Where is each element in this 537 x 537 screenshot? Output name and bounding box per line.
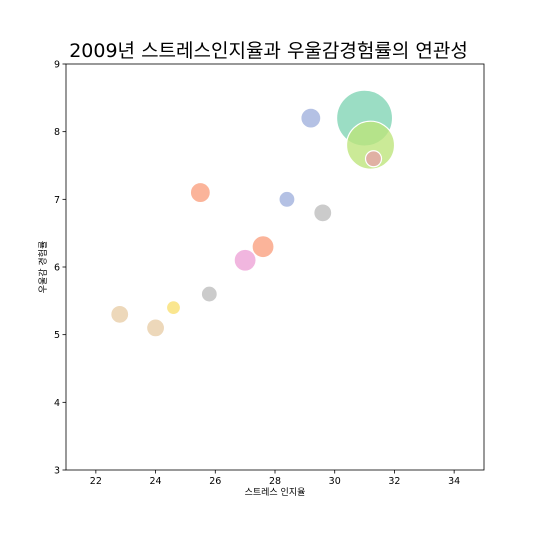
x-tick-label: 34 (448, 476, 460, 487)
chart-title: 2009년 스트레스인지율과 우울감경험률의 연관성 (69, 40, 468, 62)
scatter-point (278, 190, 296, 208)
x-tick-label: 30 (329, 476, 341, 487)
y-tick-label: 5 (54, 330, 60, 341)
scatter-point (313, 203, 333, 223)
y-tick-label: 6 (54, 263, 60, 274)
scatter-point (233, 248, 257, 272)
x-tick-label: 32 (388, 476, 400, 487)
scatter-point (189, 181, 211, 204)
scatter-point (200, 285, 218, 303)
scatter-point (165, 300, 182, 316)
points-layer (110, 89, 396, 338)
x-tick-label: 22 (90, 476, 102, 487)
x-tick-label: 26 (209, 476, 221, 487)
x-tick-label: 24 (150, 476, 162, 487)
scatter-point (110, 304, 130, 324)
y-axis-label: 우울감 경험률 (37, 241, 49, 294)
plot-frame (65, 63, 485, 471)
y-tick-label: 8 (54, 127, 60, 138)
scatter-point (345, 120, 396, 170)
x-tick-label: 28 (269, 476, 281, 487)
y-tick-label: 3 (54, 466, 60, 477)
scatter-point (300, 107, 322, 129)
y-tick-label: 9 (54, 60, 60, 71)
y-tick-label: 4 (54, 398, 60, 409)
x-axis-label: 스트레스 인지율 (245, 487, 306, 498)
scatter-point (364, 150, 383, 168)
y-tick-label: 7 (54, 195, 60, 206)
scatter-point (251, 235, 275, 259)
scatter-point (145, 318, 166, 338)
